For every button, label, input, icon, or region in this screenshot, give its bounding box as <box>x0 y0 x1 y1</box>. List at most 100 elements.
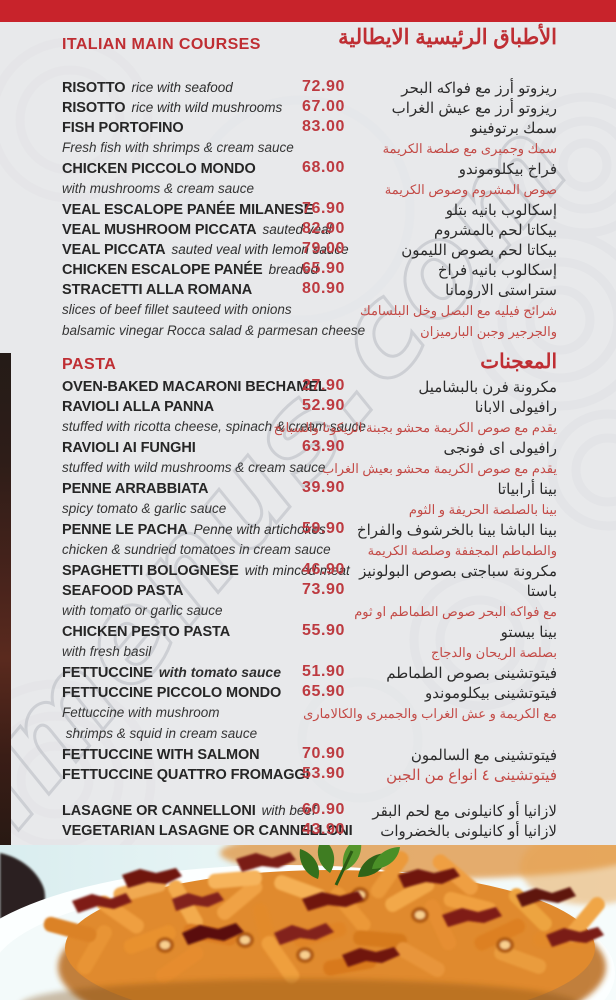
menu-header: ITALIAN MAIN COURSES الأطباق الرئيسية ال… <box>0 22 616 78</box>
description-english: chicken & sundried tomatoes in cream sau… <box>62 542 331 557</box>
menu-item-row: CHICKEN ESCALOPE PANÉE breaded 65.90 إسكا… <box>0 260 616 280</box>
item-description-row: with mushrooms & cream sauce صوص المشروم… <box>0 179 616 200</box>
item-price: 39.90 <box>301 479 345 496</box>
description-english: shrimps & squid in cream sauce <box>62 726 258 741</box>
item-description-row: chicken & sundried tomatoes in cream sau… <box>0 540 616 561</box>
item-note: breaded <box>268 262 319 277</box>
item-name-arabic: فيتوتشينى ٤ انواع من الجبن <box>386 767 557 784</box>
item-name-arabic: رافيولى اى فونجى <box>443 440 557 457</box>
item-name-arabic: رافيولى الابانا <box>474 399 557 416</box>
description-arabic: صوص المشروم وصوص الكريمة <box>384 182 557 197</box>
item-price: 65.90 <box>301 260 345 277</box>
item-name-english: RAVIOLI AI FUNGHI <box>62 440 196 456</box>
item-price: 59.90 <box>301 520 345 537</box>
item-description-row: Fettuccine with mushroom مع الكريمة و عش… <box>0 703 616 724</box>
item-note: rice with seafood <box>131 80 233 95</box>
menu-item-row: OVEN-BAKED MACARONI BECHAMEL 27.90 مكرون… <box>0 377 616 397</box>
menu-item-row: FETTUCCINE with tomato sauce 51.90 فيتوتش… <box>0 663 616 683</box>
description-english: balsamic vinegar Rocca salad & parmesan … <box>62 323 366 338</box>
item-name-english: VEGETARIAN LASAGNE OR CANNELLONI <box>62 823 353 839</box>
item-name-arabic: ريزوتو أرز مع عيش الغراب <box>391 100 557 117</box>
pasta-title-arabic: المعجنات <box>480 351 557 373</box>
item-name-english: VEAL ESCALOPE PANÉE MILANESE <box>62 202 314 218</box>
description-arabic: بينا بالصلصة الحريفة و الثوم <box>408 502 557 517</box>
top-red-bar <box>0 0 616 22</box>
menu-item-row: LASAGNE OR CANNELLONI with beef 60.90 لاز… <box>0 801 616 821</box>
item-price: 67.00 <box>301 98 345 115</box>
description-english: spicy tomato & garlic sauce <box>62 501 227 516</box>
item-name-arabic: لازانيا أو كانيلونى بالخضروات <box>380 823 557 840</box>
menu-item-row: VEAL ESCALOPE PANÉE MILANESE 76.90 إسكال… <box>0 200 616 220</box>
item-name-arabic: سمك برتوفينو <box>470 120 557 137</box>
item-name-english: CHICKEN PESTO PASTA <box>62 624 231 640</box>
menu-item-row: CHICKEN PESTO PASTA 55.90 بينا بيستو <box>0 622 616 642</box>
item-name-arabic: ريزوتو أرز مع فواكه البحر <box>401 80 557 97</box>
item-price: 46.90 <box>301 561 345 578</box>
item-name-arabic: بيكاتا لحم بالمشروم <box>433 222 557 239</box>
item-note: rice with wild mushrooms <box>131 100 283 115</box>
item-name-english: SEAFOOD PASTA <box>62 583 184 599</box>
item-description-row: slices of beef fillet sauteed with onion… <box>0 300 616 321</box>
item-name-arabic: باستا <box>526 583 557 600</box>
menu-item-row: RISOTTO rice with seafood 72.90 ريزوتو أر… <box>0 78 616 98</box>
description-english: Fresh fish with shrimps & cream sauce <box>62 140 294 155</box>
item-name-arabic: مكرونة فرن بالبشاميل <box>418 379 557 396</box>
item-name-english: FETTUCCINE PICCOLO MONDO <box>62 685 282 701</box>
item-price: 79.00 <box>301 240 345 257</box>
description-arabic: مع الكريمة و عش الغراب والجمبرى والكالام… <box>303 706 557 721</box>
item-name-arabic: إسكالوب بانيه فراخ <box>437 262 557 279</box>
description-english: with tomato or garlic sauce <box>62 603 223 618</box>
item-price: 80.90 <box>301 280 345 297</box>
description-arabic: والجرجير وجبن البارميزان <box>420 324 557 339</box>
item-name-arabic: إسكالوب بانيه بتلو <box>445 202 557 219</box>
item-name-english: VEAL PICCATA sauted veal with lemon sauce <box>62 242 349 258</box>
item-price: 68.00 <box>301 159 345 176</box>
item-name-arabic: بينا بيستو <box>500 624 557 641</box>
item-price: 55.90 <box>301 622 345 639</box>
parsley-garnish <box>299 845 400 886</box>
item-price: 73.90 <box>301 581 345 598</box>
menu-item-row: VEAL PICCATA sauted veal with lemon sauce… <box>0 240 616 260</box>
menu-item-row: VEAL MUSHROOM PICCATA sauted veal 82.90 ب… <box>0 220 616 240</box>
description-arabic: والطماطم المجففة وصلصة الكريمة <box>367 543 557 558</box>
item-name-arabic: لازانيا أو كانيلونى مع لحم البقر <box>372 803 557 820</box>
pasta-title-english: PASTA <box>62 356 117 373</box>
menu-item-row: SPAGHETTI BOLOGNESE with minced meat 46.9… <box>0 561 616 581</box>
item-note: with beef <box>261 803 316 818</box>
item-name-arabic: ستراستى الارومانا <box>445 282 557 299</box>
item-name-english: LASAGNE OR CANNELLONI with beef <box>62 803 316 819</box>
description-english: with mushrooms & cream sauce <box>62 181 255 196</box>
item-price: 76.90 <box>301 200 345 217</box>
description-english: stuffed with ricotta cheese, spinach & c… <box>62 419 366 434</box>
item-description-row: with fresh basil بصلصة الريحان والدجاج <box>0 642 616 663</box>
menu-item-row: SEAFOOD PASTA 73.90 باستا <box>0 581 616 601</box>
item-name-arabic: فيتوتشينى مع السالمون <box>410 747 557 764</box>
item-name-arabic: بينا أرابياتا <box>497 481 557 498</box>
item-description-row: shrimps & squid in cream sauce <box>0 724 616 745</box>
item-name-english: STRACETTI ALLA ROMANA <box>62 282 253 298</box>
item-price: 82.90 <box>301 220 345 237</box>
menu-item-row: FETTUCCINE QUATTRO FROMAGGI 53.90 فيتوتش… <box>0 765 616 785</box>
item-name-english: RAVIOLI ALLA PANNA <box>62 399 215 415</box>
item-name-arabic: مكرونة سباجتى بصوص البولونيز <box>359 563 557 580</box>
menu-item-row: VEGETARIAN LASAGNE OR CANNELLONI 43.90 ل… <box>0 821 616 841</box>
item-name-english: VEAL MUSHROOM PICCATA sauted veal <box>62 222 332 238</box>
item-price: 72.90 <box>301 78 345 95</box>
menu-item-row: RAVIOLI AI FUNGHI 63.90 رافيولى اى فونجى <box>0 438 616 458</box>
spacer-row <box>0 785 616 801</box>
item-price: 51.90 <box>301 663 345 680</box>
item-name-arabic: بيكاتا لحم بصوص الليمون <box>401 242 557 259</box>
item-price: 63.90 <box>301 438 345 455</box>
pasta-list: OVEN-BAKED MACARONI BECHAMEL 27.90 مكرون… <box>0 377 616 841</box>
description-arabic: شرائح فيليه مع البصل وخل البلسامك <box>359 303 557 318</box>
item-name-english: CHICKEN PICCOLO MONDO <box>62 161 256 177</box>
description-arabic: بصلصة الريحان والدجاج <box>431 645 557 660</box>
left-edge-photo-sliver <box>0 353 11 845</box>
item-name-english: RISOTTO rice with seafood <box>62 80 233 96</box>
item-name-english: RISOTTO rice with wild mushrooms <box>62 100 283 116</box>
description-arabic: يقدم مع صوص الكريمة محشو بعيش الغراب <box>321 461 557 476</box>
item-description-row: spicy tomato & garlic sauce بينا بالصلصة… <box>0 499 616 520</box>
description-arabic: يقدم مع صوص الكريمة محشو بجبنة الريكوتا … <box>273 420 557 435</box>
item-note: with tomato sauce <box>158 664 281 680</box>
